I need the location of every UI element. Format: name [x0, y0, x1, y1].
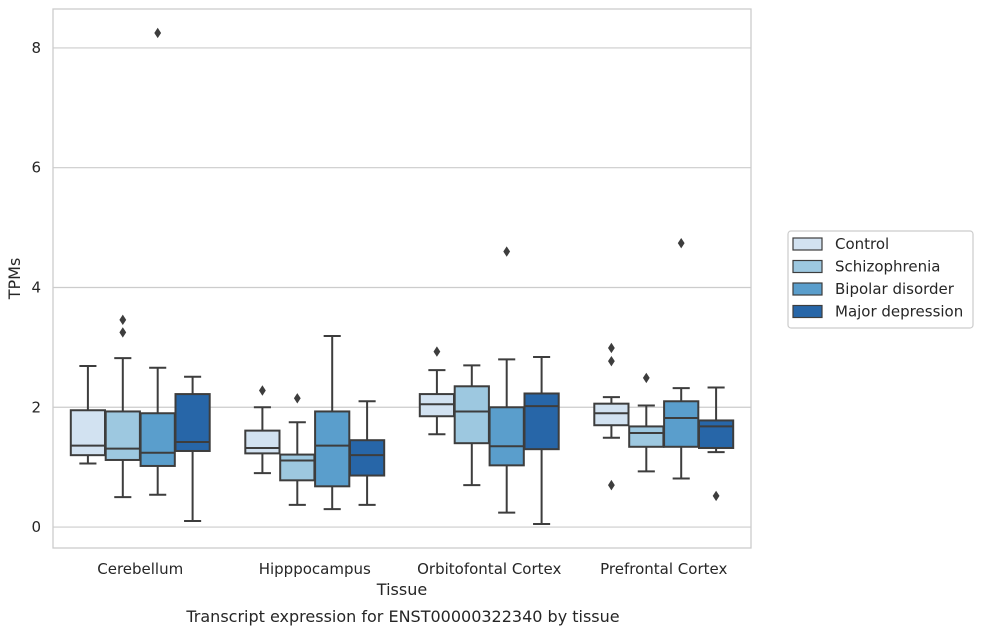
outlier-point: [677, 237, 685, 249]
chart-caption: Transcript expression for ENST0000032234…: [185, 607, 619, 626]
box-iqr: [628, 425, 665, 448]
gridlines: [53, 47, 751, 528]
x-tick-label: Prefrontal Cortex: [600, 560, 727, 578]
box-bipolar-disorder: [488, 246, 525, 514]
legend-frame: [787, 230, 974, 329]
box-major-depression: [174, 375, 211, 523]
box-bipolar-disorder: [314, 334, 351, 511]
box-iqr: [244, 429, 281, 455]
y-ticks: 0 2 4 6 8: [31, 39, 41, 536]
legend-swatch: [792, 237, 823, 251]
plot-frame: [52, 8, 752, 549]
box-iqr: [69, 409, 107, 457]
box-iqr: [139, 412, 176, 467]
legend-entry: Major depression: [835, 303, 963, 321]
outlier-point: [608, 342, 615, 354]
legend: Control Schizophrenia Bipolar disorder Majo…: [787, 230, 974, 329]
legend-swatch: [792, 259, 823, 274]
outlier-point: [259, 385, 266, 396]
box-schizophrenia: [104, 314, 141, 499]
box-schizophrenia: [453, 364, 490, 487]
outlier-point: [503, 246, 511, 257]
outlier-point: [119, 327, 127, 338]
outlier-point: [712, 490, 720, 502]
box-iqr: [314, 410, 351, 488]
x-tick-label: Hipppocampus: [259, 560, 371, 578]
legend-swatch: [792, 282, 823, 296]
legend-entry: Control: [835, 235, 889, 253]
box-schizophrenia: [279, 393, 316, 506]
x-axis-label: Tissue: [376, 580, 427, 599]
box-iqr: [593, 402, 630, 427]
box-bipolar-disorder: [139, 27, 176, 496]
box-iqr: [279, 453, 316, 482]
outlier-point: [119, 314, 127, 326]
x-ticks: Cerebellum Hipppocampus Orbitofontal Corte…: [97, 560, 727, 578]
outlier-point: [642, 372, 650, 384]
legend-swatch: [792, 304, 823, 319]
outlier-point: [608, 479, 615, 491]
outlier-point: [608, 355, 615, 367]
box-control: [69, 364, 107, 465]
legend-entry: Bipolar disorder: [835, 280, 955, 298]
box-schizophrenia: [628, 372, 665, 473]
legend-entry: Schizophrenia: [835, 258, 940, 276]
box-control: [244, 385, 281, 475]
box-iqr: [523, 392, 560, 451]
box-iqr: [453, 385, 490, 445]
y-tick-label: 8: [31, 39, 41, 57]
boxplots: [69, 27, 735, 526]
outlier-point: [293, 393, 301, 404]
box-iqr: [488, 406, 525, 467]
x-tick-label: Cerebellum: [97, 560, 183, 578]
box-major-depression: [348, 400, 386, 506]
y-tick-label: 6: [31, 159, 41, 177]
box-bipolar-disorder: [663, 237, 700, 480]
x-tick-label: Orbitofontal Cortex: [417, 560, 561, 578]
box-iqr: [663, 400, 700, 448]
box-iqr: [348, 439, 386, 477]
y-tick-label: 0: [31, 518, 41, 536]
box-iqr: [104, 410, 141, 461]
outlier-point: [433, 346, 441, 357]
box-control: [593, 342, 630, 491]
box-control: [418, 346, 456, 436]
outlier-point: [154, 27, 162, 39]
y-axis-label: TPMs: [5, 258, 24, 301]
box-major-depression: [523, 355, 560, 526]
box-iqr: [697, 419, 735, 449]
y-tick-label: 2: [31, 398, 41, 416]
y-tick-label: 4: [31, 278, 41, 296]
box-major-depression: [697, 386, 735, 502]
